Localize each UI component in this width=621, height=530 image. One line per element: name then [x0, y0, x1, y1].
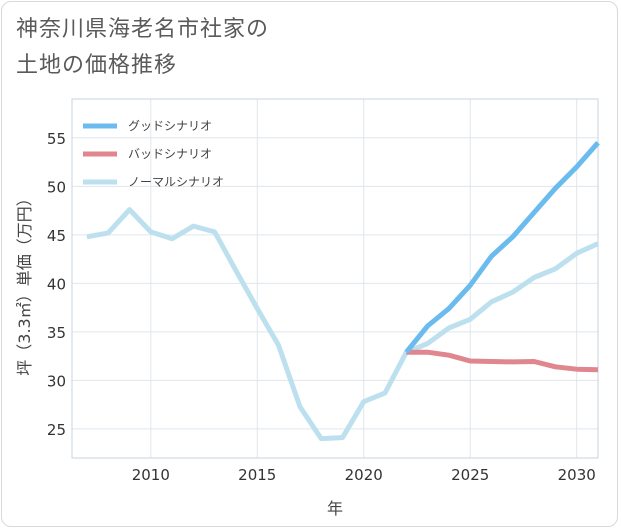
y-tick-label: 45 — [47, 227, 66, 245]
chart-title-line2: 土地の価格推移 — [16, 53, 178, 78]
y-tick-label: 30 — [47, 372, 66, 390]
legend-label: グッドシナリオ — [128, 119, 212, 133]
plot-frame — [71, 98, 599, 459]
legend-label: バッドシナリオ — [128, 147, 212, 161]
x-tick-label: 2015 — [238, 466, 276, 484]
series-lines — [86, 141, 600, 442]
y-tick-label: 25 — [47, 421, 66, 439]
chart-title: 神奈川県海老名市社家の 土地の価格推移 — [16, 12, 269, 84]
x-tick-label: 2025 — [451, 466, 489, 484]
series-line-3 — [86, 207, 600, 442]
chart-title-line1: 神奈川県海老名市社家の — [16, 17, 270, 42]
y-axis-title: 坪（3.3㎡）単価（万円） — [15, 190, 34, 375]
series-line-2 — [406, 349, 599, 373]
x-tick-label: 2030 — [558, 466, 596, 484]
x-axis-title: 年 — [327, 499, 343, 518]
x-tick-label: 2020 — [345, 466, 383, 484]
grid — [72, 99, 598, 458]
y-tick-label: 50 — [47, 178, 66, 196]
y-tick-label: 40 — [47, 275, 66, 293]
x-tick-label: 2010 — [132, 466, 170, 484]
series-line-1 — [404, 141, 600, 354]
axis-ticks: 2010 2015 2020 2025 2030 25 30 35 40 45 50 55 — [47, 130, 596, 484]
y-tick-label: 55 — [47, 130, 66, 148]
legend-label: ノーマルシナリオ — [128, 175, 224, 189]
y-tick-label: 35 — [47, 324, 66, 342]
